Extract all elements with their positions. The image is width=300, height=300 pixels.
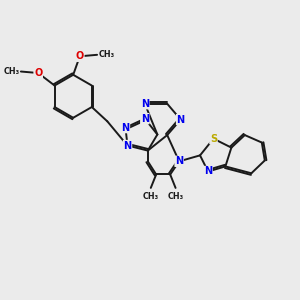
Text: N: N bbox=[177, 115, 185, 124]
Text: N: N bbox=[122, 123, 130, 133]
Text: N: N bbox=[175, 156, 183, 166]
Text: N: N bbox=[141, 114, 149, 124]
Text: N: N bbox=[124, 140, 132, 151]
Text: S: S bbox=[210, 134, 217, 144]
Text: CH₃: CH₃ bbox=[168, 192, 184, 201]
Text: CH₃: CH₃ bbox=[99, 50, 115, 59]
Text: CH₃: CH₃ bbox=[142, 192, 158, 201]
Text: N: N bbox=[204, 167, 212, 176]
Text: O: O bbox=[34, 68, 42, 78]
Text: N: N bbox=[141, 99, 149, 109]
Text: O: O bbox=[76, 51, 84, 61]
Text: CH₃: CH₃ bbox=[3, 67, 20, 76]
